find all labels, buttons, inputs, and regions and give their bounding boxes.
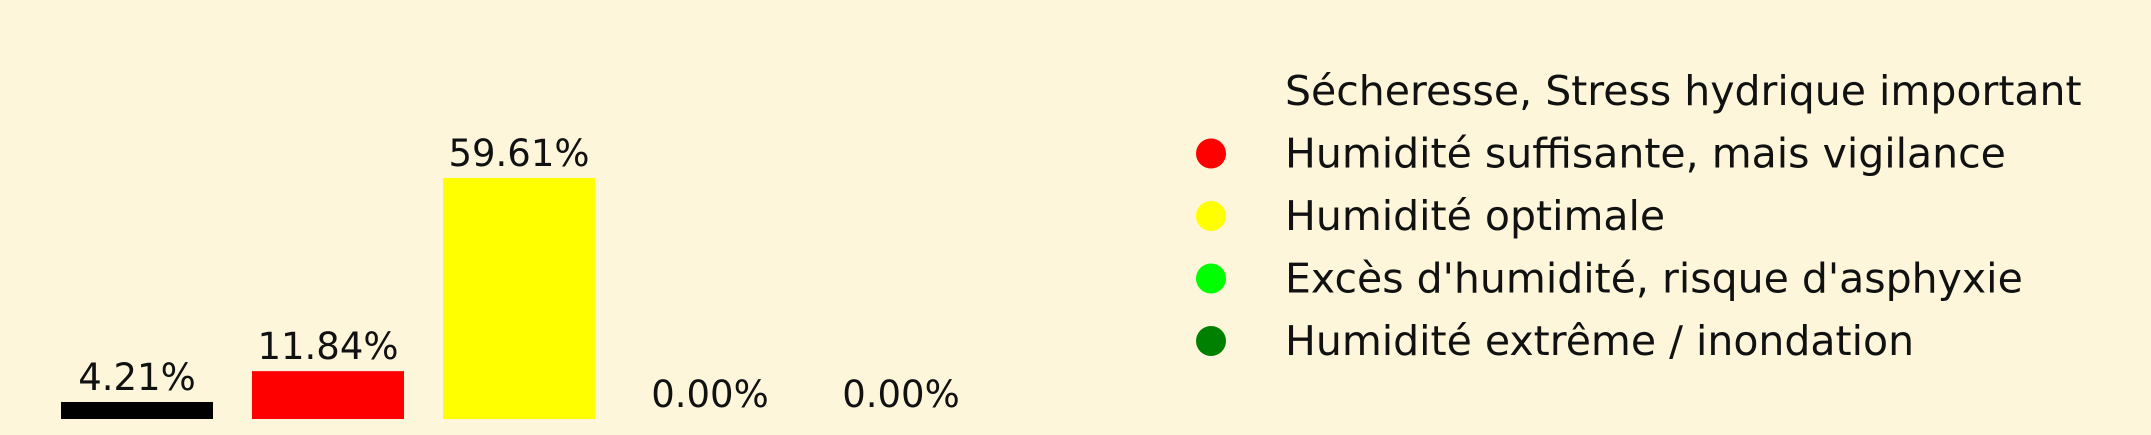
bar-0	[61, 401, 213, 419]
value-label-4: 0.00%	[842, 373, 960, 416]
legend-label-4: Humidité extrême / inondation	[1285, 317, 1914, 365]
value-label-2: 59.61%	[448, 132, 589, 175]
bar-2	[443, 178, 595, 419]
legend-label-1: Humidité suffisante, mais vigilance	[1285, 130, 2006, 178]
value-label-1: 11.84%	[257, 325, 398, 368]
value-labels-group: 4.21% 11.84% 59.61% 0.00% 0.00%	[78, 132, 960, 416]
legend-label-0: Sécheresse, Stress hydrique important	[1285, 67, 2082, 115]
bar-1	[252, 371, 404, 419]
value-label-3: 0.00%	[651, 373, 769, 416]
bars-group	[61, 178, 595, 419]
legend-marker-2	[1196, 201, 1226, 231]
legend-label-3: Excès d'humidité, risque d'asphyxie	[1285, 255, 2023, 303]
legend-marker-3	[1196, 263, 1226, 294]
legend-marker-4	[1196, 326, 1226, 356]
legend-label-2: Humidité optimale	[1285, 192, 1665, 240]
legend-marker-1	[1196, 138, 1226, 169]
value-label-0: 4.21%	[78, 356, 196, 399]
legend: Sécheresse, Stress hydrique important Hum…	[1196, 67, 2082, 365]
